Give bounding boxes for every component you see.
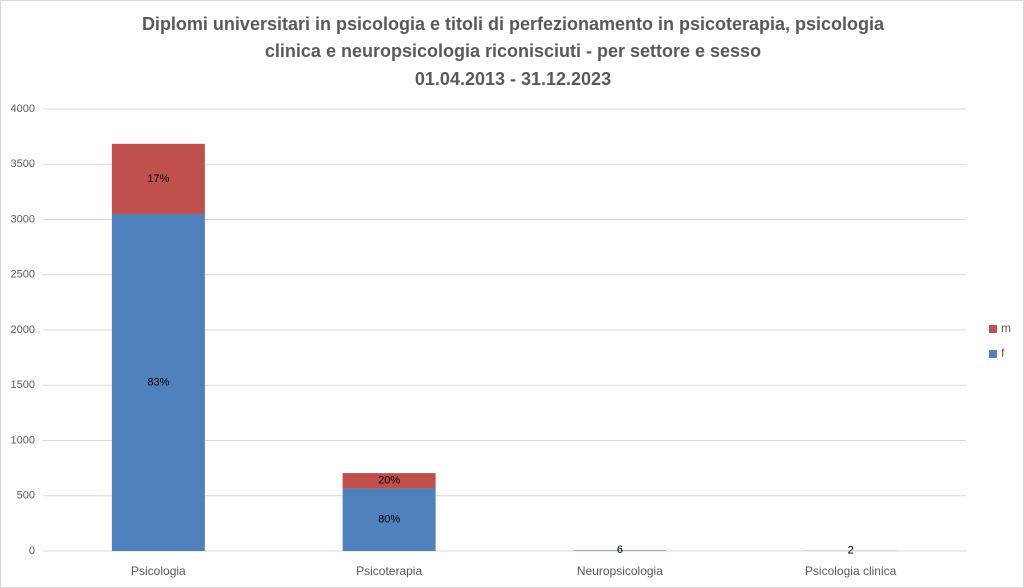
bar-segment <box>342 488 436 551</box>
x-tick-label: Psicoterapia <box>356 564 422 578</box>
data-label: 83% <box>147 376 169 388</box>
legend-swatch <box>989 350 997 358</box>
y-tick-label: 0 <box>29 545 35 557</box>
data-label: 20% <box>378 475 400 487</box>
data-label: 2 <box>848 545 854 557</box>
data-label: 17% <box>147 173 169 185</box>
y-tick-label: 3500 <box>11 158 35 170</box>
legend-label: f <box>1001 346 1005 360</box>
bar-segment <box>342 473 436 489</box>
bar-segment <box>111 213 205 551</box>
bar-segment <box>111 143 205 214</box>
data-label: 80% <box>378 514 400 526</box>
chart-title: clinica e neuropsicologia riconisciuti -… <box>265 41 761 61</box>
bar-segment <box>573 550 667 551</box>
y-tick-label: 2500 <box>11 269 35 281</box>
x-tick-label: Neuropsicologia <box>577 564 663 578</box>
y-tick-label: 3000 <box>11 213 35 225</box>
chart-title: Diplomi universitari in psicologia e tit… <box>142 14 885 34</box>
y-tick-label: 1000 <box>11 434 35 446</box>
y-tick-label: 2000 <box>11 324 35 336</box>
legend-label: m <box>1001 321 1011 335</box>
chart-title: 01.04.2013 - 31.12.2023 <box>415 69 611 89</box>
x-tick-label: Psicologia clinica <box>805 564 897 578</box>
y-tick-label: 500 <box>17 490 35 502</box>
legend-swatch <box>989 325 997 333</box>
y-tick-label: 4000 <box>11 103 35 115</box>
x-tick-label: Psicologia <box>131 564 186 578</box>
y-tick-label: 1500 <box>11 379 35 391</box>
data-label: 6 <box>617 544 623 556</box>
